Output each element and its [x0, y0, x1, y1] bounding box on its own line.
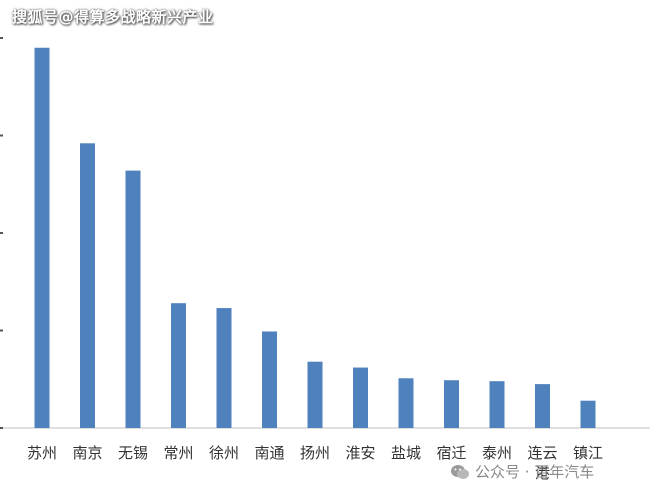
- bars-group: [34, 47, 596, 429]
- bar-10: [489, 381, 505, 428]
- bar-12: [580, 400, 596, 428]
- x-tick-label-9: 宿迁: [436, 444, 466, 462]
- bar-8: [398, 378, 414, 428]
- x-tick-label-7: 淮安: [345, 444, 375, 462]
- x-tick-label-8: 盐城: [391, 444, 421, 462]
- wechat-icon: [450, 464, 470, 480]
- x-tick-labels: 苏州 南京 无锡 常州 徐州 南通 扬州 淮安 盐城 宿迁 泰州 连云港 镇江: [27, 444, 603, 482]
- watermark-bottom-text: 公众号 · 百年汽车: [475, 463, 595, 481]
- x-tick-label-3: 常州: [163, 444, 193, 462]
- bar-0: [34, 47, 50, 428]
- bar-11: [535, 384, 550, 428]
- x-tick-label-6: 扬州: [300, 444, 330, 462]
- x-tick-label-2: 无锡: [118, 444, 148, 462]
- axis-group: [0, 37, 650, 429]
- bar-6: [307, 361, 323, 428]
- bar-2: [125, 170, 141, 428]
- x-tick-label-10: 泰州: [482, 444, 512, 462]
- bar-4: [216, 308, 232, 428]
- x-tick-label-4: 徐州: [209, 444, 239, 462]
- bar-3: [171, 303, 186, 428]
- x-tick-label-12: 镇江: [573, 444, 603, 462]
- bar-9: [444, 380, 459, 428]
- bar-5: [262, 331, 277, 428]
- x-tick-label-5: 南通: [254, 444, 284, 462]
- x-tick-label-0: 苏州: [27, 444, 57, 462]
- watermark-top: 搜狐号@得算多战略新兴产业: [12, 8, 214, 26]
- x-tick-label-11: 连云: [527, 444, 557, 462]
- bar-7: [353, 367, 368, 428]
- x-tick-label-11-line2: 港: [535, 464, 550, 482]
- x-tick-label-1: 南京: [72, 444, 102, 462]
- bar-1: [80, 143, 95, 429]
